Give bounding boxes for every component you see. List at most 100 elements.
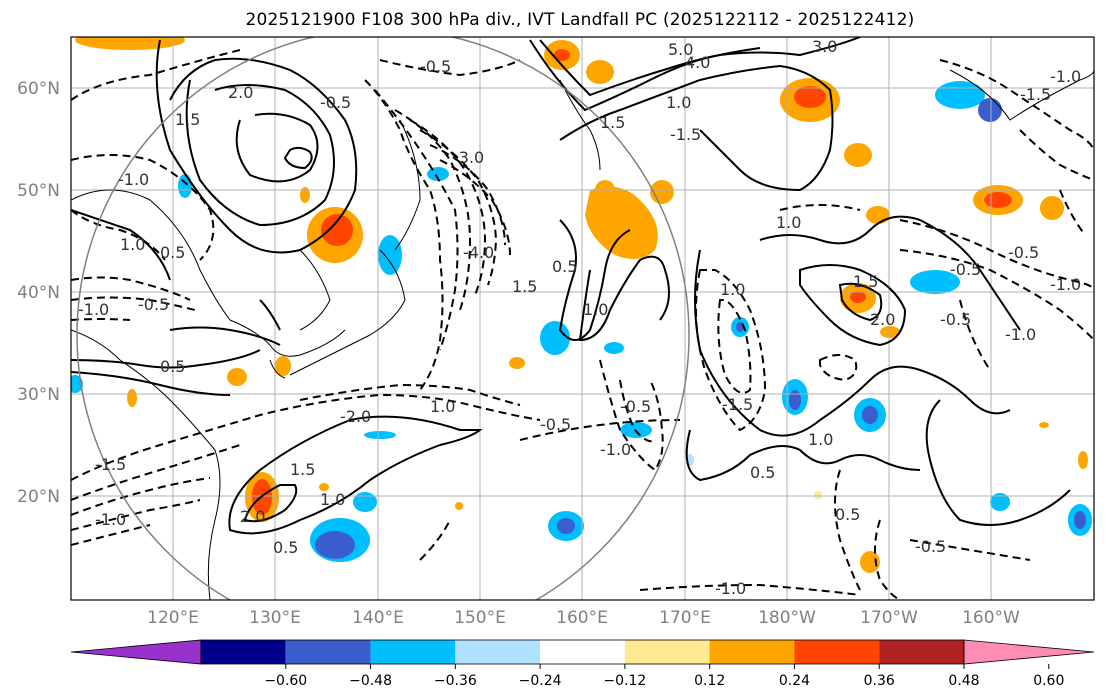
shade-positive xyxy=(509,357,525,369)
contour-label: 1.0 xyxy=(776,213,801,232)
shade-positive xyxy=(321,214,353,246)
colorbar-segment xyxy=(455,640,541,664)
contour-label: -1.0 xyxy=(95,510,126,529)
contour-label: -0.5 xyxy=(915,537,946,556)
contour-label: 1.5 xyxy=(512,277,537,296)
shade-positive xyxy=(227,368,247,386)
contour-label: -4.0 xyxy=(463,243,494,262)
shade-positive xyxy=(814,491,822,499)
shade-negative xyxy=(315,531,355,559)
lon-label: 170°E xyxy=(659,608,711,628)
contour-label: -3.0 xyxy=(453,148,484,167)
shade-negative xyxy=(557,518,575,534)
contour-label: -0.5 xyxy=(940,310,971,329)
contour-label: -0.5 xyxy=(138,295,169,314)
shade-negative xyxy=(935,81,985,109)
contour-label: 0.5 xyxy=(160,243,185,262)
contour-label: -0.5 xyxy=(420,57,451,76)
lon-label: 150°E xyxy=(454,608,506,628)
contour-label: 4.0 xyxy=(685,53,710,72)
shade-positive xyxy=(300,187,310,203)
contour-label: -1.0 xyxy=(78,300,109,319)
latitude-labels: 60°N 50°N 40°N 30°N 20°N xyxy=(17,79,60,507)
longitude-labels: 120°E 130°E 140°E 150°E 160°E 170°E 180°… xyxy=(147,608,1020,628)
contour-label: 0.5 xyxy=(273,538,298,557)
contour-label: -1.0 xyxy=(1005,325,1036,344)
shade-positive xyxy=(794,86,826,108)
contour-label: -0.5 xyxy=(1008,243,1039,262)
contour-label: 2.0 xyxy=(870,310,895,329)
shade-positive xyxy=(844,143,872,167)
shade-negative xyxy=(364,431,396,439)
shade-positive xyxy=(455,502,463,510)
lat-label: 50°N xyxy=(17,181,60,201)
contour-label: -0.5 xyxy=(620,397,651,416)
shade-positive xyxy=(1078,451,1088,469)
contour-label: -0.5 xyxy=(950,260,981,279)
colorbar-segment xyxy=(370,640,456,664)
shade-positive xyxy=(585,186,658,259)
lat-label: 40°N xyxy=(17,283,60,303)
lon-label: 160°W xyxy=(962,608,1020,628)
shade-negative xyxy=(178,174,192,198)
contour-label: -1.0 xyxy=(1050,275,1081,294)
colorbar-outline xyxy=(200,639,965,665)
colorbar-segment xyxy=(879,640,964,664)
shade-positive xyxy=(866,206,890,224)
contour-label: 1.0 xyxy=(808,430,833,449)
shade-positive xyxy=(127,389,137,407)
contour-label: 0.5 xyxy=(160,357,185,376)
shade-positive xyxy=(860,551,880,573)
contour-label: -1.0 xyxy=(118,170,149,189)
contour-label: 1.5 xyxy=(600,113,625,132)
contour-label: 1.5 xyxy=(853,272,878,291)
contour-label: 1.0 xyxy=(430,397,455,416)
shade-positive xyxy=(275,356,291,376)
colorbar-segment xyxy=(285,640,371,664)
shade-positive xyxy=(1039,422,1049,428)
colorbar-tick-label: −0.36 xyxy=(434,673,477,689)
colorbar-segment xyxy=(709,640,795,664)
shade-positive xyxy=(554,49,570,61)
colorbar-segment xyxy=(794,640,880,664)
colorbar-segment xyxy=(540,640,625,664)
contour-label: 5.0 xyxy=(668,40,693,59)
contour-label: 1.5 xyxy=(175,110,200,129)
lon-label: 120°E xyxy=(147,608,199,628)
contour-label: -2.0 xyxy=(340,407,371,426)
map-frame xyxy=(70,36,1095,601)
shade-positive xyxy=(1040,196,1064,220)
contour-label: 2.0 xyxy=(228,83,253,102)
shade-positive xyxy=(75,37,185,50)
lon-label: 170°W xyxy=(860,608,918,628)
colorbar-tick-label: −0.12 xyxy=(603,673,646,689)
lon-label: 140°E xyxy=(352,608,404,628)
colorbar-tick-label: −0.60 xyxy=(264,673,307,689)
shade-negative xyxy=(910,270,960,294)
contour-label: 1.0 xyxy=(583,300,608,319)
contour-label: 1.0 xyxy=(720,280,745,299)
coastlines xyxy=(71,69,1094,600)
figure-title: 2025121900 F108 300 hPa div., IVT Landfa… xyxy=(245,10,915,30)
contour-label: -1.5 xyxy=(95,455,126,474)
colorbar-tick-label: 0.24 xyxy=(779,673,810,689)
contour-label: -0.5 xyxy=(320,93,351,112)
colorbar-tick-label: 0.36 xyxy=(864,673,895,689)
colorbar-tick-label: 0.12 xyxy=(694,673,725,689)
lon-label: 160°E xyxy=(556,608,608,628)
contour-label: -1.0 xyxy=(715,579,746,598)
contour-label: 0.5 xyxy=(552,257,577,276)
colorbar-tick-label: 0.48 xyxy=(948,673,979,689)
contour-label: -1.5 xyxy=(1020,85,1051,104)
contour-label: 2.0 xyxy=(240,507,265,526)
contour-label: -1.5 xyxy=(670,125,701,144)
colorbar: −0.60 −0.48 −0.36 −0.24 −0.12 0.12 0.24 0.36 0.4… xyxy=(70,639,1095,689)
shade-positive xyxy=(319,483,329,491)
colorbar-tick-label: −0.48 xyxy=(349,673,392,689)
shade-negative xyxy=(990,493,1010,511)
contour-label: 1.0 xyxy=(666,93,691,112)
contour-label: -1.0 xyxy=(600,440,631,459)
colorbar-extend-min xyxy=(70,639,202,665)
shade-positive xyxy=(880,326,900,338)
